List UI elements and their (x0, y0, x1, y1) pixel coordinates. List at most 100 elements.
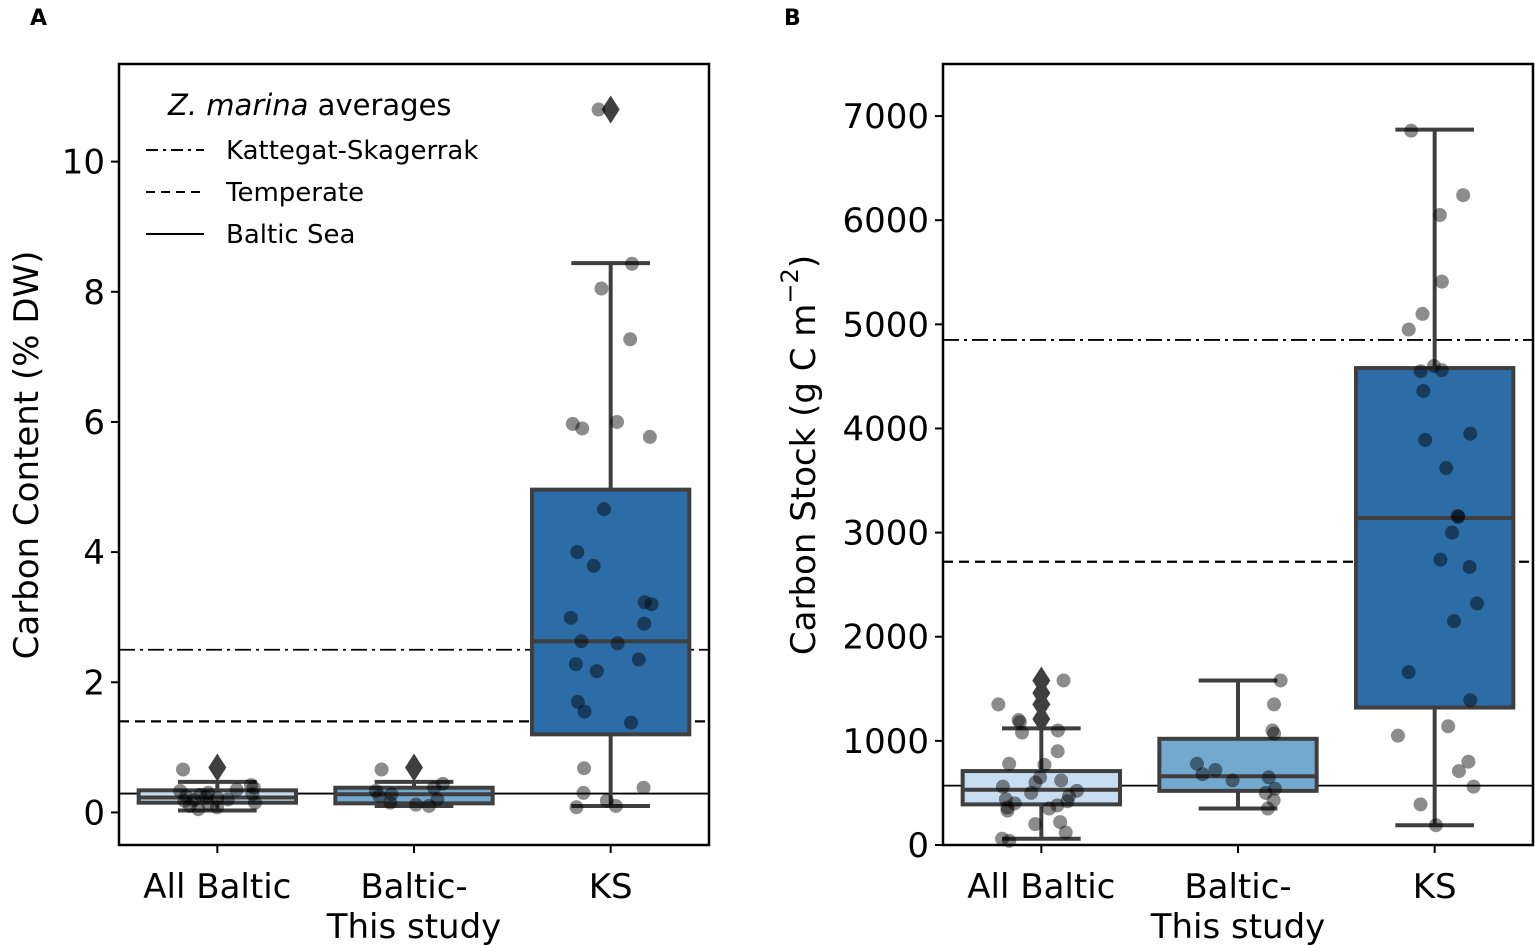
data-point (179, 789, 194, 804)
data-point (1451, 764, 1466, 779)
data-point (1434, 274, 1449, 289)
box-iqr (1157, 736, 1319, 793)
data-point (1267, 697, 1282, 712)
data-point (1000, 803, 1015, 818)
data-point (435, 776, 450, 791)
y-tick-label: 6 (83, 403, 105, 443)
y-axis-label-text: Carbon Stock (g C m (784, 304, 824, 656)
data-point (576, 785, 591, 800)
data-point (1428, 818, 1443, 833)
data-point (636, 780, 651, 795)
box-iqr (960, 769, 1123, 807)
y-axis-label: Carbon Stock (g C m−2) (776, 255, 824, 655)
y-axis-label-superscript: −2 (776, 268, 804, 303)
data-point (1456, 188, 1471, 203)
data-point (1418, 432, 1433, 447)
data-point (995, 831, 1010, 846)
y-tick-label: 5000 (842, 305, 929, 345)
data-point (187, 793, 202, 808)
data-point (574, 634, 589, 649)
data-point (570, 545, 585, 560)
data-point (1050, 723, 1065, 738)
data-point (1462, 559, 1477, 574)
legend: Z. marina averages Kattegat-Skagerrak Temp… (146, 88, 478, 250)
data-point (1463, 426, 1478, 441)
box-group (530, 95, 692, 815)
data-point (1208, 763, 1223, 778)
data-point (570, 694, 585, 709)
data-point (1413, 364, 1428, 379)
data-point (427, 780, 442, 795)
data-point (408, 797, 423, 812)
data-point (1266, 793, 1281, 808)
x-tick-label: Baltic- (1184, 867, 1291, 907)
data-point (644, 597, 659, 612)
data-point (210, 800, 225, 815)
data-point (1225, 773, 1240, 788)
data-point (193, 787, 208, 802)
data-point (594, 281, 609, 296)
data-point (575, 421, 590, 436)
data-point (1050, 744, 1065, 759)
data-point (1037, 757, 1052, 772)
box-iqr (530, 487, 692, 737)
y-axis-label-text: Carbon Content (% DW) (7, 251, 47, 660)
y-tick-label: 2000 (842, 618, 929, 658)
legend-title-species: Z. marina (167, 88, 308, 122)
x-tick-label: All Baltic (967, 867, 1115, 907)
outlier-marker (1032, 666, 1051, 695)
data-point (1002, 756, 1017, 771)
plot-frame (941, 62, 1535, 847)
data-point (597, 502, 612, 517)
data-point (1054, 773, 1069, 788)
data-point (1260, 801, 1275, 816)
legend-entry-label: Baltic Sea (226, 220, 355, 250)
data-point (201, 785, 216, 800)
data-point (637, 595, 652, 610)
data-point (430, 792, 445, 807)
y-tick-label: 2 (83, 663, 105, 703)
data-point (624, 715, 639, 730)
data-point (631, 652, 646, 667)
data-point (1028, 817, 1043, 832)
data-point (1469, 596, 1484, 611)
data-point (1404, 123, 1419, 138)
x-tick-label: Baltic- (360, 867, 467, 907)
data-point (1007, 796, 1022, 811)
data-point (1050, 798, 1065, 813)
y-tick-label: 7000 (842, 97, 929, 137)
data-point (1015, 725, 1030, 740)
data-point (998, 792, 1013, 807)
data-point (591, 102, 606, 117)
data-point (1042, 801, 1057, 816)
y-tick-label: 3000 (842, 514, 929, 554)
y-tick-label: 4 (83, 533, 105, 573)
outlier-marker (405, 753, 423, 782)
data-point (991, 697, 1006, 712)
data-point (608, 798, 623, 813)
outlier-marker (601, 95, 620, 124)
y-tick-label: 0 (907, 826, 929, 866)
data-point (577, 761, 592, 776)
data-point (1461, 754, 1476, 769)
data-point (1033, 770, 1048, 785)
data-point (220, 792, 235, 807)
data-point (210, 791, 225, 806)
data-point (1273, 673, 1288, 688)
data-point (563, 610, 578, 625)
data-point (1445, 525, 1460, 540)
data-point (374, 762, 389, 777)
data-point (568, 657, 583, 672)
box-group (136, 753, 298, 817)
data-point (1434, 363, 1449, 378)
data-point (1441, 719, 1456, 734)
data-point (1439, 461, 1454, 476)
data-point (384, 787, 399, 802)
data-point (610, 636, 625, 651)
data-point (201, 796, 216, 811)
data-point (1058, 825, 1073, 840)
panel-b-carbon-stock: B 0 1000 2000 3000 4000 5000 6000 7000 Carbon Sto… (776, 6, 1535, 945)
data-point (182, 798, 197, 813)
data-point (248, 795, 263, 810)
y-axis-label: Carbon Content (% DW) (7, 251, 47, 660)
